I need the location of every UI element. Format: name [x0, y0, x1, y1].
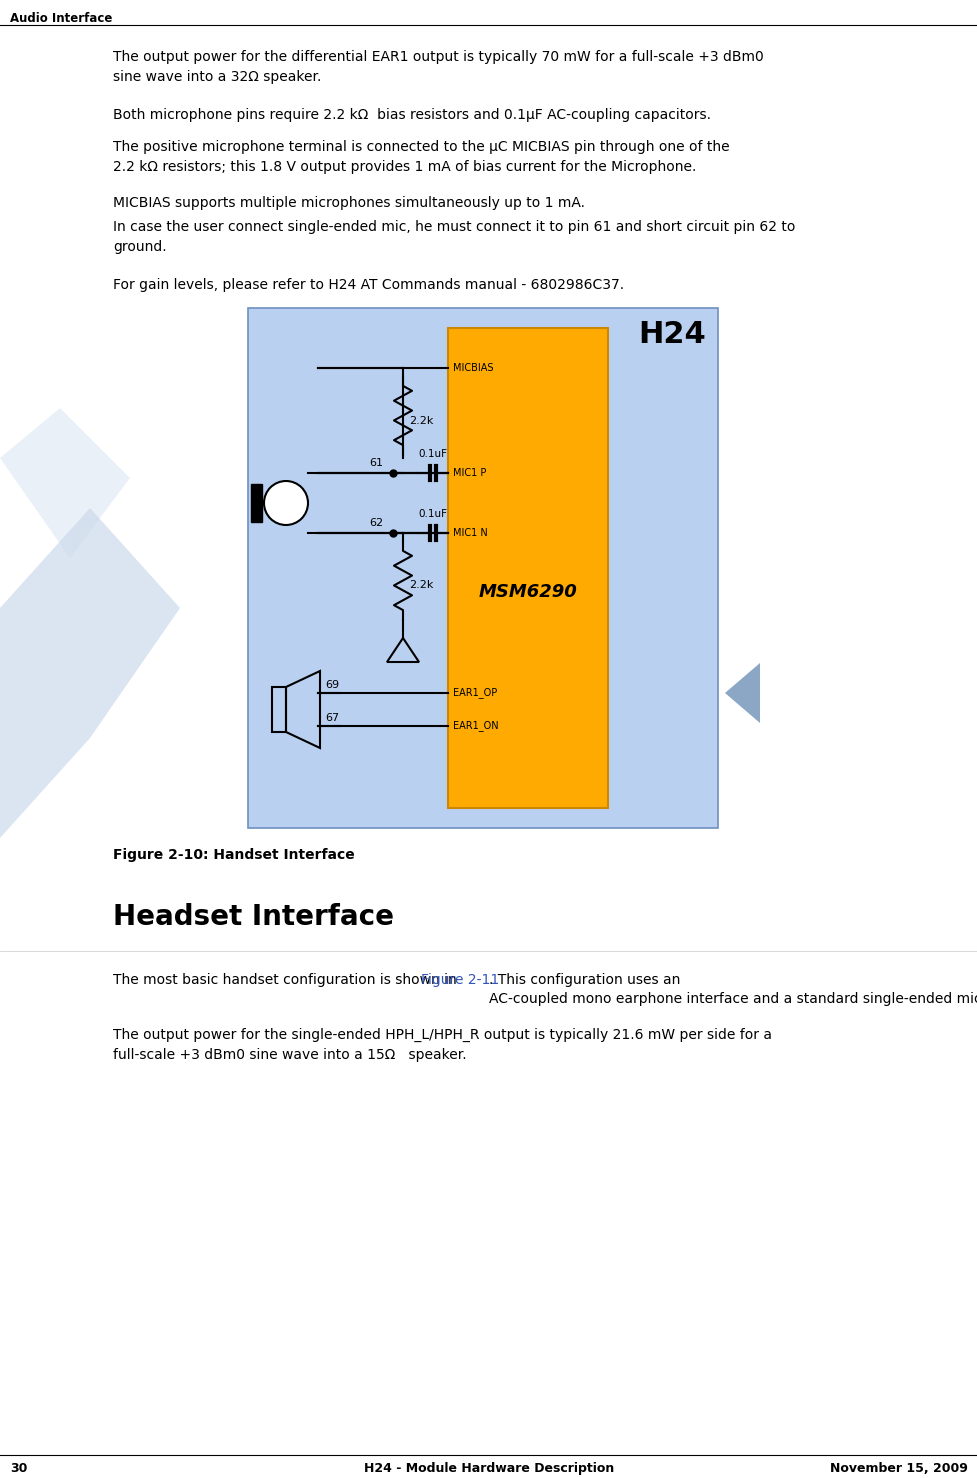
Text: In case the user connect single-ended mic, he must connect it to pin 61 and shor: In case the user connect single-ended mi… — [113, 220, 794, 254]
Text: 61: 61 — [368, 458, 383, 469]
Polygon shape — [724, 664, 759, 723]
Text: The positive microphone terminal is connected to the µC MICBIAS pin through one : The positive microphone terminal is conn… — [113, 140, 729, 173]
Polygon shape — [0, 408, 130, 559]
Text: Both microphone pins require 2.2 kΩ  bias resistors and 0.1µF AC-coupling capaci: Both microphone pins require 2.2 kΩ bias… — [113, 108, 710, 123]
Text: 30: 30 — [10, 1462, 27, 1475]
Circle shape — [264, 480, 308, 525]
Polygon shape — [0, 508, 180, 838]
Bar — [447, 328, 608, 808]
Text: H24: H24 — [638, 321, 705, 349]
Text: 0.1uF: 0.1uF — [418, 449, 447, 460]
Text: Audio Interface: Audio Interface — [10, 12, 112, 25]
Text: 69: 69 — [324, 680, 339, 690]
Text: November 15, 2009: November 15, 2009 — [829, 1462, 967, 1475]
Bar — [248, 307, 717, 828]
Text: MIC1 N: MIC1 N — [452, 528, 488, 538]
Text: EAR1_ON: EAR1_ON — [452, 721, 498, 732]
Text: The most basic handset configuration is shown in: The most basic handset configuration is … — [113, 973, 460, 987]
Text: 67: 67 — [324, 712, 339, 723]
Text: Headset Interface: Headset Interface — [113, 903, 394, 931]
Text: MICBIAS supports multiple microphones simultaneously up to 1 mA.: MICBIAS supports multiple microphones si… — [113, 197, 584, 210]
Text: Figure 2-11: Figure 2-11 — [420, 973, 498, 987]
Text: EAR1_OP: EAR1_OP — [452, 687, 496, 699]
Text: 62: 62 — [368, 517, 383, 528]
Text: The output power for the single-ended HPH_L/HPH_R output is typically 21.6 mW pe: The output power for the single-ended HP… — [113, 1029, 771, 1061]
Text: . This configuration uses an
AC-coupled mono earphone interface and a standard s: . This configuration uses an AC-coupled … — [488, 973, 977, 1007]
Text: H24 - Module Hardware Description: H24 - Module Hardware Description — [363, 1462, 614, 1475]
Bar — [251, 483, 262, 522]
Text: The output power for the differential EAR1 output is typically 70 mW for a full-: The output power for the differential EA… — [113, 50, 763, 83]
Text: MSM6290: MSM6290 — [478, 582, 576, 602]
Text: 2.2k: 2.2k — [408, 581, 433, 591]
Text: MIC1 P: MIC1 P — [452, 469, 486, 477]
Text: Figure 2-10: Handset Interface: Figure 2-10: Handset Interface — [113, 848, 355, 862]
Text: For gain levels, please refer to H24 AT Commands manual - 6802986C37.: For gain levels, please refer to H24 AT … — [113, 278, 623, 293]
Text: 0.1uF: 0.1uF — [418, 508, 447, 519]
Text: MICBIAS: MICBIAS — [452, 364, 493, 372]
Text: 2.2k: 2.2k — [408, 415, 433, 426]
Bar — [272, 687, 285, 732]
